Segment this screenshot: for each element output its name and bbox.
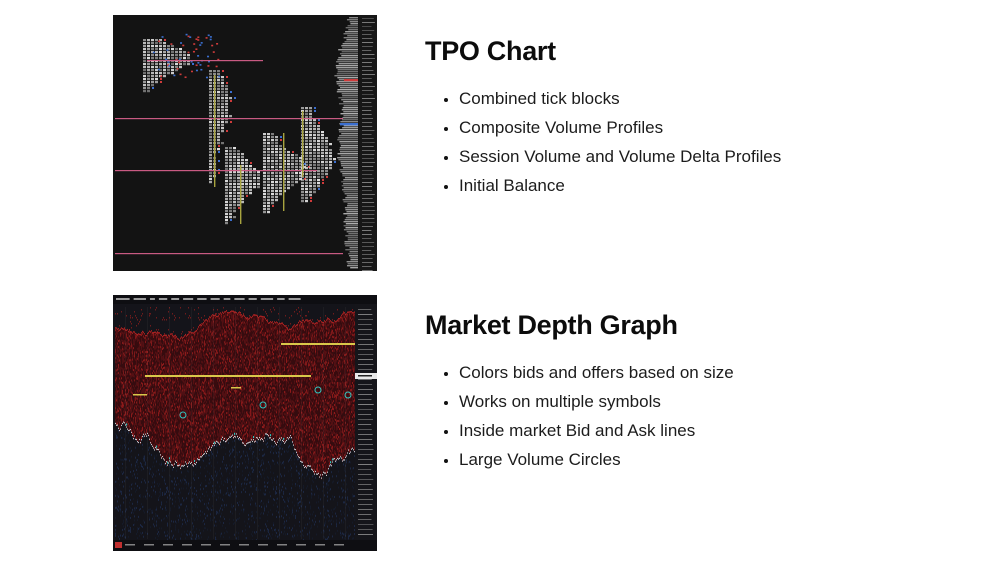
market-depth-section: Market Depth Graph Colors bids and offer…: [425, 310, 970, 479]
tpo-section: TPO Chart Combined tick blocks Composite…: [425, 36, 970, 205]
bullet-item: Composite Volume Profiles: [459, 118, 970, 138]
bullet-item: Combined tick blocks: [459, 89, 970, 109]
bullet-item: Initial Balance: [459, 176, 970, 196]
tpo-chart-screenshot: [113, 15, 377, 271]
bullet-item: Session Volume and Volume Delta Profiles: [459, 147, 970, 167]
tpo-chart-canvas: [113, 15, 377, 271]
tpo-feature-list: Combined tick blocks Composite Volume Pr…: [425, 89, 970, 196]
market-depth-screenshot: [113, 295, 377, 551]
market-depth-canvas: [113, 295, 377, 551]
bullet-item: Works on multiple symbols: [459, 392, 970, 412]
bullet-item: Colors bids and offers based on size: [459, 363, 970, 383]
tpo-heading: TPO Chart: [425, 36, 556, 66]
market-depth-feature-list: Colors bids and offers based on size Wor…: [425, 363, 970, 470]
bullet-item: Large Volume Circles: [459, 450, 970, 470]
market-depth-heading: Market Depth Graph: [425, 310, 678, 340]
bullet-item: Inside market Bid and Ask lines: [459, 421, 970, 441]
